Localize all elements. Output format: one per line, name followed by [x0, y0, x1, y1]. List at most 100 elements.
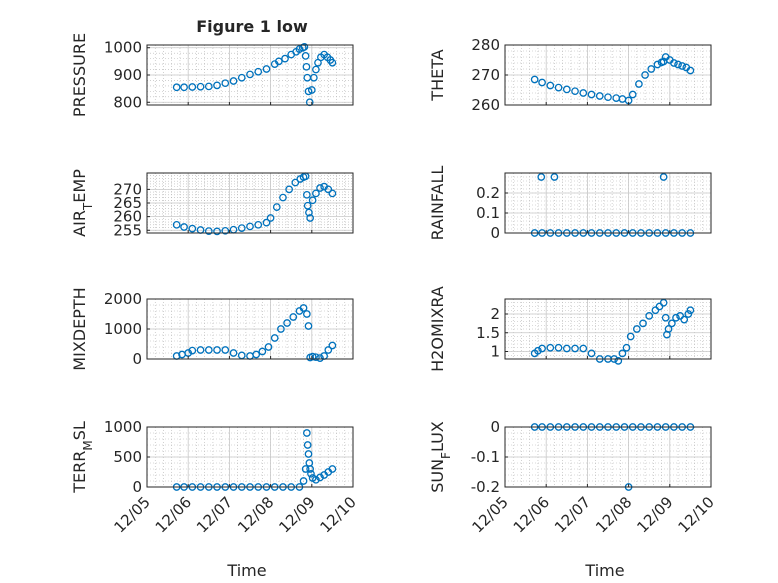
data-point — [316, 473, 324, 482]
data-point — [299, 477, 308, 485]
data-point — [188, 346, 197, 355]
data-point — [686, 66, 695, 75]
y-tick-label: 260 — [113, 208, 142, 226]
data-point — [196, 82, 205, 91]
data-point — [664, 325, 673, 333]
figure-title: Figure 1 low — [196, 17, 308, 36]
data-point — [303, 190, 311, 199]
data-point — [172, 83, 181, 92]
y-axis-label: AIRTEMP — [70, 169, 95, 237]
data-point — [686, 306, 695, 315]
y-axis-label: THETA — [428, 49, 447, 101]
data-point — [668, 319, 676, 328]
data-point — [283, 319, 291, 327]
data-point — [645, 312, 654, 320]
data-point — [604, 93, 612, 102]
data-point — [302, 62, 311, 71]
data-point — [196, 346, 205, 354]
data-point — [312, 189, 320, 198]
data-point — [258, 347, 267, 356]
data-point — [316, 184, 324, 192]
data-series — [530, 53, 695, 105]
y-tick-label: 1000 — [104, 320, 142, 338]
y-axis-label: TERRMSL — [70, 421, 95, 494]
data-point — [579, 89, 588, 97]
y-tick-label: 0 — [132, 478, 142, 496]
data-point — [676, 312, 684, 320]
data-point — [554, 343, 563, 352]
data-point — [262, 65, 271, 73]
data-point — [546, 81, 555, 90]
data-point — [246, 222, 254, 231]
y-tick-label: 0.1 — [476, 204, 500, 222]
subplot-rainfall: 0 0.1 0.2 RAINFALL — [428, 166, 712, 242]
data-point — [328, 465, 337, 473]
data-point — [266, 214, 275, 222]
data-point — [285, 185, 293, 194]
data-point — [312, 65, 320, 74]
data-point — [312, 475, 320, 484]
data-point — [678, 62, 687, 70]
data-point — [289, 313, 298, 321]
subplot-theta: 260 270 280 THETA — [428, 36, 712, 114]
y-axis-label: PRESSURE — [70, 33, 89, 117]
y-tick-label: 500 — [113, 448, 142, 466]
data-point — [562, 344, 571, 353]
y-tick-label: 260 — [471, 96, 500, 114]
data-point — [304, 450, 313, 458]
plot-area — [505, 173, 711, 233]
data-point — [301, 52, 310, 60]
y-tick-label: 0.2 — [476, 184, 500, 202]
data-point — [554, 83, 563, 92]
data-point — [324, 185, 333, 194]
data-point — [641, 71, 649, 79]
data-point — [308, 352, 317, 361]
data-point — [301, 465, 310, 473]
data-point — [310, 73, 318, 82]
data-point — [328, 341, 337, 350]
data-point — [237, 73, 246, 82]
data-point — [680, 315, 689, 324]
data-point — [188, 224, 197, 233]
data-point — [674, 60, 682, 69]
data-point — [279, 193, 287, 202]
data-point — [306, 214, 315, 222]
data-point — [270, 334, 279, 342]
data-point — [204, 346, 213, 354]
data-point — [316, 354, 324, 362]
data-point — [538, 344, 546, 353]
data-point — [229, 77, 238, 85]
data-point — [618, 349, 627, 358]
data-point — [303, 429, 311, 437]
data-point — [672, 313, 680, 322]
data-point — [328, 58, 337, 67]
data-point — [562, 85, 571, 94]
data-point — [587, 349, 596, 358]
y-axis-label: H2OMIXRA — [428, 286, 447, 372]
data-point — [254, 220, 263, 229]
data-point — [281, 54, 289, 63]
y-axis-label: RAINFALL — [428, 166, 447, 241]
data-point — [684, 310, 693, 318]
data-point — [639, 319, 647, 328]
y-tick-label: 270 — [113, 180, 142, 198]
data-series — [172, 43, 337, 107]
data-point — [659, 173, 668, 181]
data-point — [272, 203, 281, 211]
data-point — [587, 90, 596, 99]
data-point — [221, 226, 230, 235]
data-point — [670, 59, 678, 67]
data-point — [237, 224, 246, 232]
data-point — [651, 306, 660, 315]
data-point — [172, 220, 181, 229]
axes-box — [504, 298, 712, 360]
data-point — [305, 208, 313, 217]
y-axis-label: MIXDEPTH — [70, 287, 89, 370]
y-axis-label: SUNFLUX — [428, 421, 453, 493]
x-axis-label: Time — [584, 561, 624, 580]
data-point — [635, 80, 643, 88]
data-point — [303, 441, 312, 449]
data-point — [180, 223, 188, 231]
y-tick-label: 0 — [490, 224, 500, 242]
